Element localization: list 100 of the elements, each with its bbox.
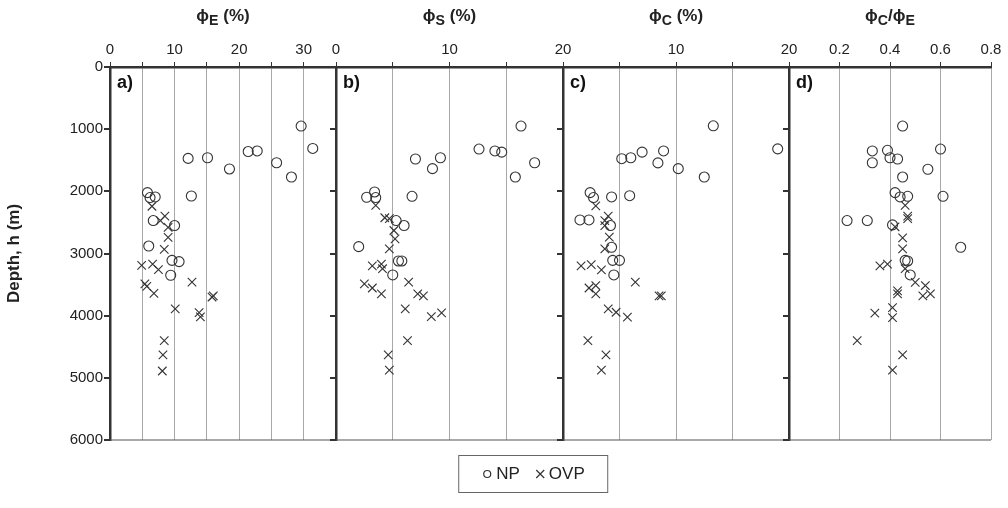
x-tick-label: 20 bbox=[230, 40, 248, 58]
x-tick-label: 0.8 bbox=[980, 40, 1002, 58]
point bbox=[166, 254, 178, 266]
x-tick-label: 20 bbox=[554, 40, 572, 58]
point bbox=[603, 211, 613, 221]
point bbox=[251, 145, 263, 157]
point bbox=[418, 290, 429, 301]
point bbox=[412, 289, 423, 299]
point bbox=[601, 350, 611, 360]
point bbox=[144, 192, 156, 204]
x-tick-label: 0.4 bbox=[879, 40, 901, 58]
y-tick-label: 6000 bbox=[69, 430, 103, 448]
point bbox=[892, 153, 904, 165]
point bbox=[897, 171, 909, 183]
annotation: c) bbox=[570, 71, 587, 92]
point bbox=[894, 191, 906, 203]
y-axis-title: Depth, h (m) bbox=[3, 203, 23, 304]
x-axis-title: ϕ$_{C}$/ϕ$_{E}$ bbox=[864, 6, 916, 29]
point bbox=[636, 146, 648, 158]
point bbox=[187, 277, 197, 287]
point bbox=[153, 264, 164, 275]
point bbox=[852, 335, 862, 346]
point bbox=[147, 215, 159, 227]
point bbox=[607, 254, 619, 266]
x-tick-label: 10 bbox=[166, 40, 183, 58]
point bbox=[434, 152, 446, 164]
point bbox=[925, 289, 936, 299]
point bbox=[866, 145, 878, 157]
point bbox=[616, 153, 628, 165]
x-axis-title: ϕ$_{C}$ (%) bbox=[647, 6, 705, 29]
point bbox=[369, 186, 381, 198]
point bbox=[613, 254, 626, 266]
point bbox=[165, 269, 177, 281]
point bbox=[147, 201, 157, 212]
point bbox=[652, 157, 664, 169]
point bbox=[436, 308, 447, 318]
point bbox=[603, 304, 613, 314]
annotation: a) bbox=[117, 71, 134, 92]
point bbox=[625, 152, 637, 164]
point bbox=[223, 163, 236, 175]
point bbox=[590, 201, 601, 211]
point bbox=[604, 232, 615, 242]
annotation: b) bbox=[343, 71, 360, 92]
point bbox=[185, 190, 197, 202]
point bbox=[583, 214, 595, 226]
annotation: d) bbox=[796, 71, 813, 92]
point bbox=[698, 171, 710, 183]
point bbox=[392, 255, 404, 267]
point bbox=[624, 190, 636, 202]
point bbox=[157, 366, 168, 376]
point bbox=[841, 215, 853, 227]
point bbox=[367, 261, 378, 271]
point bbox=[875, 261, 885, 271]
point bbox=[600, 215, 610, 226]
point bbox=[870, 308, 880, 318]
point bbox=[515, 120, 527, 132]
point bbox=[390, 215, 402, 227]
legend-label: OVP bbox=[548, 464, 585, 484]
x-axis-title: ϕ$_{S}$ (%) bbox=[421, 6, 478, 29]
point bbox=[136, 260, 147, 271]
point bbox=[158, 350, 168, 360]
point bbox=[426, 163, 439, 175]
point bbox=[900, 200, 910, 211]
point bbox=[489, 145, 501, 157]
point bbox=[201, 152, 214, 164]
point bbox=[937, 190, 949, 202]
point bbox=[882, 259, 893, 269]
point bbox=[890, 221, 900, 232]
point bbox=[884, 152, 896, 164]
point bbox=[384, 365, 395, 375]
point bbox=[600, 220, 610, 231]
point bbox=[173, 256, 185, 268]
point bbox=[600, 244, 610, 254]
y-tick-label: 4000 bbox=[69, 305, 103, 323]
point bbox=[242, 146, 254, 158]
point bbox=[143, 240, 155, 252]
point bbox=[377, 263, 388, 274]
point bbox=[402, 335, 413, 346]
point bbox=[396, 255, 408, 267]
point bbox=[169, 219, 181, 232]
x-tick-label: 0.6 bbox=[930, 40, 951, 58]
point bbox=[672, 163, 684, 175]
point bbox=[359, 279, 370, 289]
point bbox=[584, 283, 594, 293]
point bbox=[574, 214, 586, 226]
x-tick-label: 10 bbox=[441, 40, 458, 58]
y-tick-label: 1000 bbox=[69, 119, 103, 137]
point bbox=[886, 219, 899, 231]
y-tick-label: 0 bbox=[94, 57, 103, 75]
point bbox=[707, 120, 719, 132]
point bbox=[583, 335, 593, 346]
point bbox=[149, 288, 159, 299]
point bbox=[376, 259, 387, 269]
point bbox=[194, 307, 204, 318]
point bbox=[307, 142, 319, 154]
point bbox=[380, 212, 390, 223]
point bbox=[170, 304, 181, 314]
point bbox=[400, 304, 411, 314]
point bbox=[934, 143, 947, 155]
x-tick-label: 30 bbox=[295, 40, 313, 58]
